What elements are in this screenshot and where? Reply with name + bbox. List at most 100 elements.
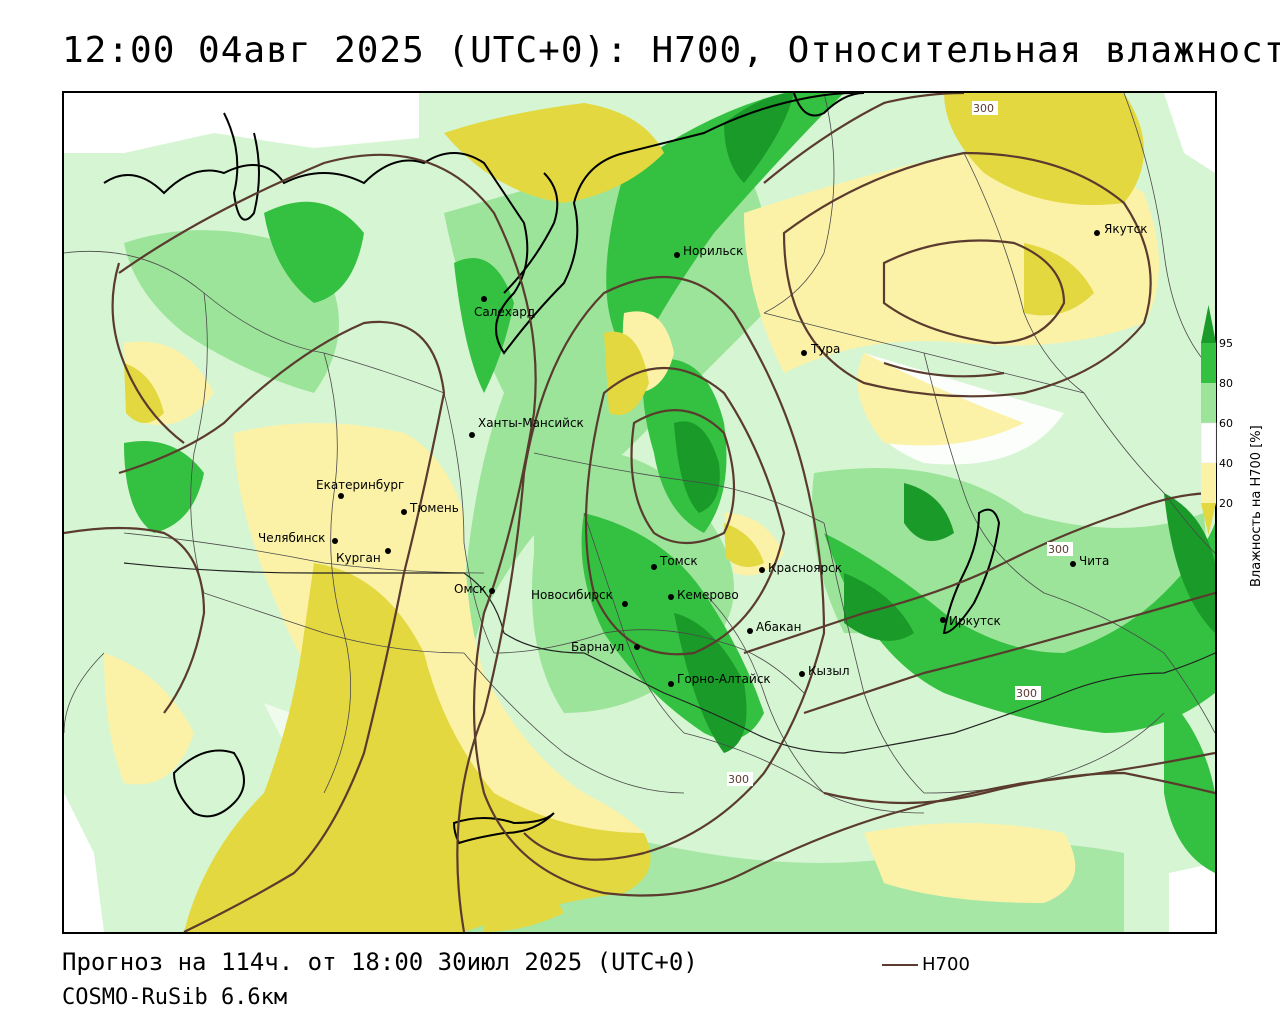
model-info: COSMO-RuSib 6.6км	[62, 985, 288, 1010]
city-label: Омск	[454, 582, 486, 596]
contour-label-300: 300	[1048, 543, 1069, 556]
legend-arrow-bottom	[1201, 503, 1216, 535]
city-gorno-altaysk: Горно-Алтайск	[668, 672, 771, 687]
legend-tick: 20	[1219, 497, 1233, 510]
contour-label-300: 300	[1016, 687, 1037, 700]
city-omsk: Омск	[454, 582, 495, 596]
h700-contours	[64, 93, 1215, 932]
city-kyzyl: Кызыл	[799, 664, 850, 678]
city-salekhard: Салехард	[474, 296, 535, 319]
city-novosibirsk: Новосибирск	[531, 588, 628, 607]
city-label: Ханты-Мансийск	[478, 416, 584, 430]
wet-core	[1164, 493, 1215, 633]
city-label: Абакан	[756, 620, 801, 634]
very-dry-region	[484, 853, 564, 932]
very-dry-region	[944, 93, 1144, 205]
city-barnaul: Барнаул	[571, 640, 640, 654]
contour-label-300: 300	[728, 773, 749, 786]
country-border	[123, 562, 1215, 754]
city-label: Кемерово	[677, 588, 739, 602]
city-label: Кызыл	[808, 664, 850, 678]
legend-band-60-80	[1201, 383, 1216, 423]
city-abakan: Абакан	[747, 620, 801, 634]
city-label: Якутск	[1104, 222, 1148, 236]
contour-label-bg	[727, 772, 753, 786]
city-label: Салехард	[474, 305, 535, 319]
forecast-info: Прогноз на 114ч. от 18:00 30июл 2025 (UT…	[62, 948, 698, 976]
no-data-area	[1164, 93, 1215, 173]
wet-belt	[454, 258, 514, 393]
city-label: Красноярск	[768, 561, 842, 575]
city-label: Барнаул	[571, 640, 624, 654]
wet-core	[904, 483, 954, 541]
legend-band-80-95	[1201, 343, 1216, 383]
region-borders	[64, 93, 1215, 814]
city-irkutsk: Иркутск	[940, 614, 1001, 628]
contour-label-bg	[1047, 542, 1073, 556]
city-label: Горно-Алтайск	[677, 672, 771, 686]
city-tomsk: Томск	[651, 554, 698, 570]
no-data-area	[64, 793, 104, 932]
legend-tick: 80	[1219, 377, 1233, 390]
wet-belt	[824, 523, 1215, 733]
lake-baikal	[942, 508, 1001, 635]
contour-legend-label: H700	[922, 954, 970, 975]
city-label: Тюмень	[409, 501, 459, 515]
city-tura: Тура	[801, 342, 840, 356]
city-label: Тура	[810, 342, 840, 356]
contour-label-bg	[972, 101, 998, 115]
lake-balkhash	[172, 749, 245, 818]
contour-label-bg	[1015, 686, 1041, 700]
legend-arrow-top	[1201, 305, 1216, 343]
dry-region	[864, 823, 1076, 903]
city-yakutsk: Якутск	[1094, 222, 1148, 236]
city-chelyabinsk: Челябинск	[258, 531, 338, 545]
humidity-map: 300 300 300 300 Якутск Норильск Салехард…	[62, 91, 1217, 934]
city-label: Екатеринбург	[316, 478, 404, 492]
legend-colorbar: 95 80 60 40 20 Влажность на Н700 [%]	[1200, 305, 1264, 587]
very-dry-region	[444, 103, 664, 203]
city-label: Чита	[1079, 554, 1109, 568]
legend-band-40-60	[1200, 422, 1217, 464]
very-dry-region	[124, 363, 164, 423]
map-canvas: 300 300 300 300 Якутск Норильск Салехард…	[64, 93, 1215, 932]
city-label: Новосибирск	[531, 588, 613, 602]
very-dry-region	[724, 523, 764, 567]
legend-band-20-40	[1201, 463, 1216, 503]
map-title: 12:00 04авг 2025 (UTC+0): H700, Относите…	[62, 30, 1280, 71]
wet-belt	[264, 201, 364, 303]
city-kurgan: Курган	[336, 548, 391, 565]
city-tyumen: Тюмень	[401, 501, 459, 515]
very-dry-region	[184, 563, 651, 932]
legend-tick: 40	[1219, 457, 1233, 470]
city-yekaterinburg: Екатеринбург	[316, 478, 404, 499]
legend-title: Влажность на Н700 [%]	[1249, 425, 1264, 587]
city-krasnoyarsk: Красноярск	[759, 561, 842, 575]
dry-region	[234, 423, 644, 853]
dry-region	[104, 653, 194, 785]
wet-core	[674, 421, 720, 513]
no-data-area	[64, 93, 419, 153]
contour-label-300: 300	[973, 102, 994, 115]
legend-tick: 95	[1219, 337, 1233, 350]
city-label: Норильск	[683, 244, 743, 258]
city-label: Курган	[336, 551, 381, 565]
city-norilsk: Норильск	[674, 244, 743, 258]
city-label: Иркутск	[949, 614, 1001, 628]
city-label: Челябинск	[258, 531, 325, 545]
humidity-legend: 95 80 60 40 20 Влажность на Н700 [%]	[1196, 305, 1280, 595]
legend-tick: 60	[1219, 417, 1233, 430]
moist-area	[444, 133, 769, 733]
contour-legend: H700	[882, 954, 970, 975]
wet-belt	[1164, 693, 1215, 873]
wet-belt	[606, 93, 844, 363]
very-dry-region	[604, 331, 649, 415]
contour-legend-line	[882, 964, 918, 966]
dry-region	[857, 353, 1024, 446]
city-chita: Чита	[1070, 554, 1109, 568]
city-kemerovo: Кемерово	[668, 588, 739, 602]
wet-core	[674, 613, 747, 753]
no-data-area	[1169, 863, 1215, 932]
city-khanty-mansiysk: Ханты-Мансийск	[469, 416, 584, 438]
city-label: Томск	[659, 554, 698, 568]
